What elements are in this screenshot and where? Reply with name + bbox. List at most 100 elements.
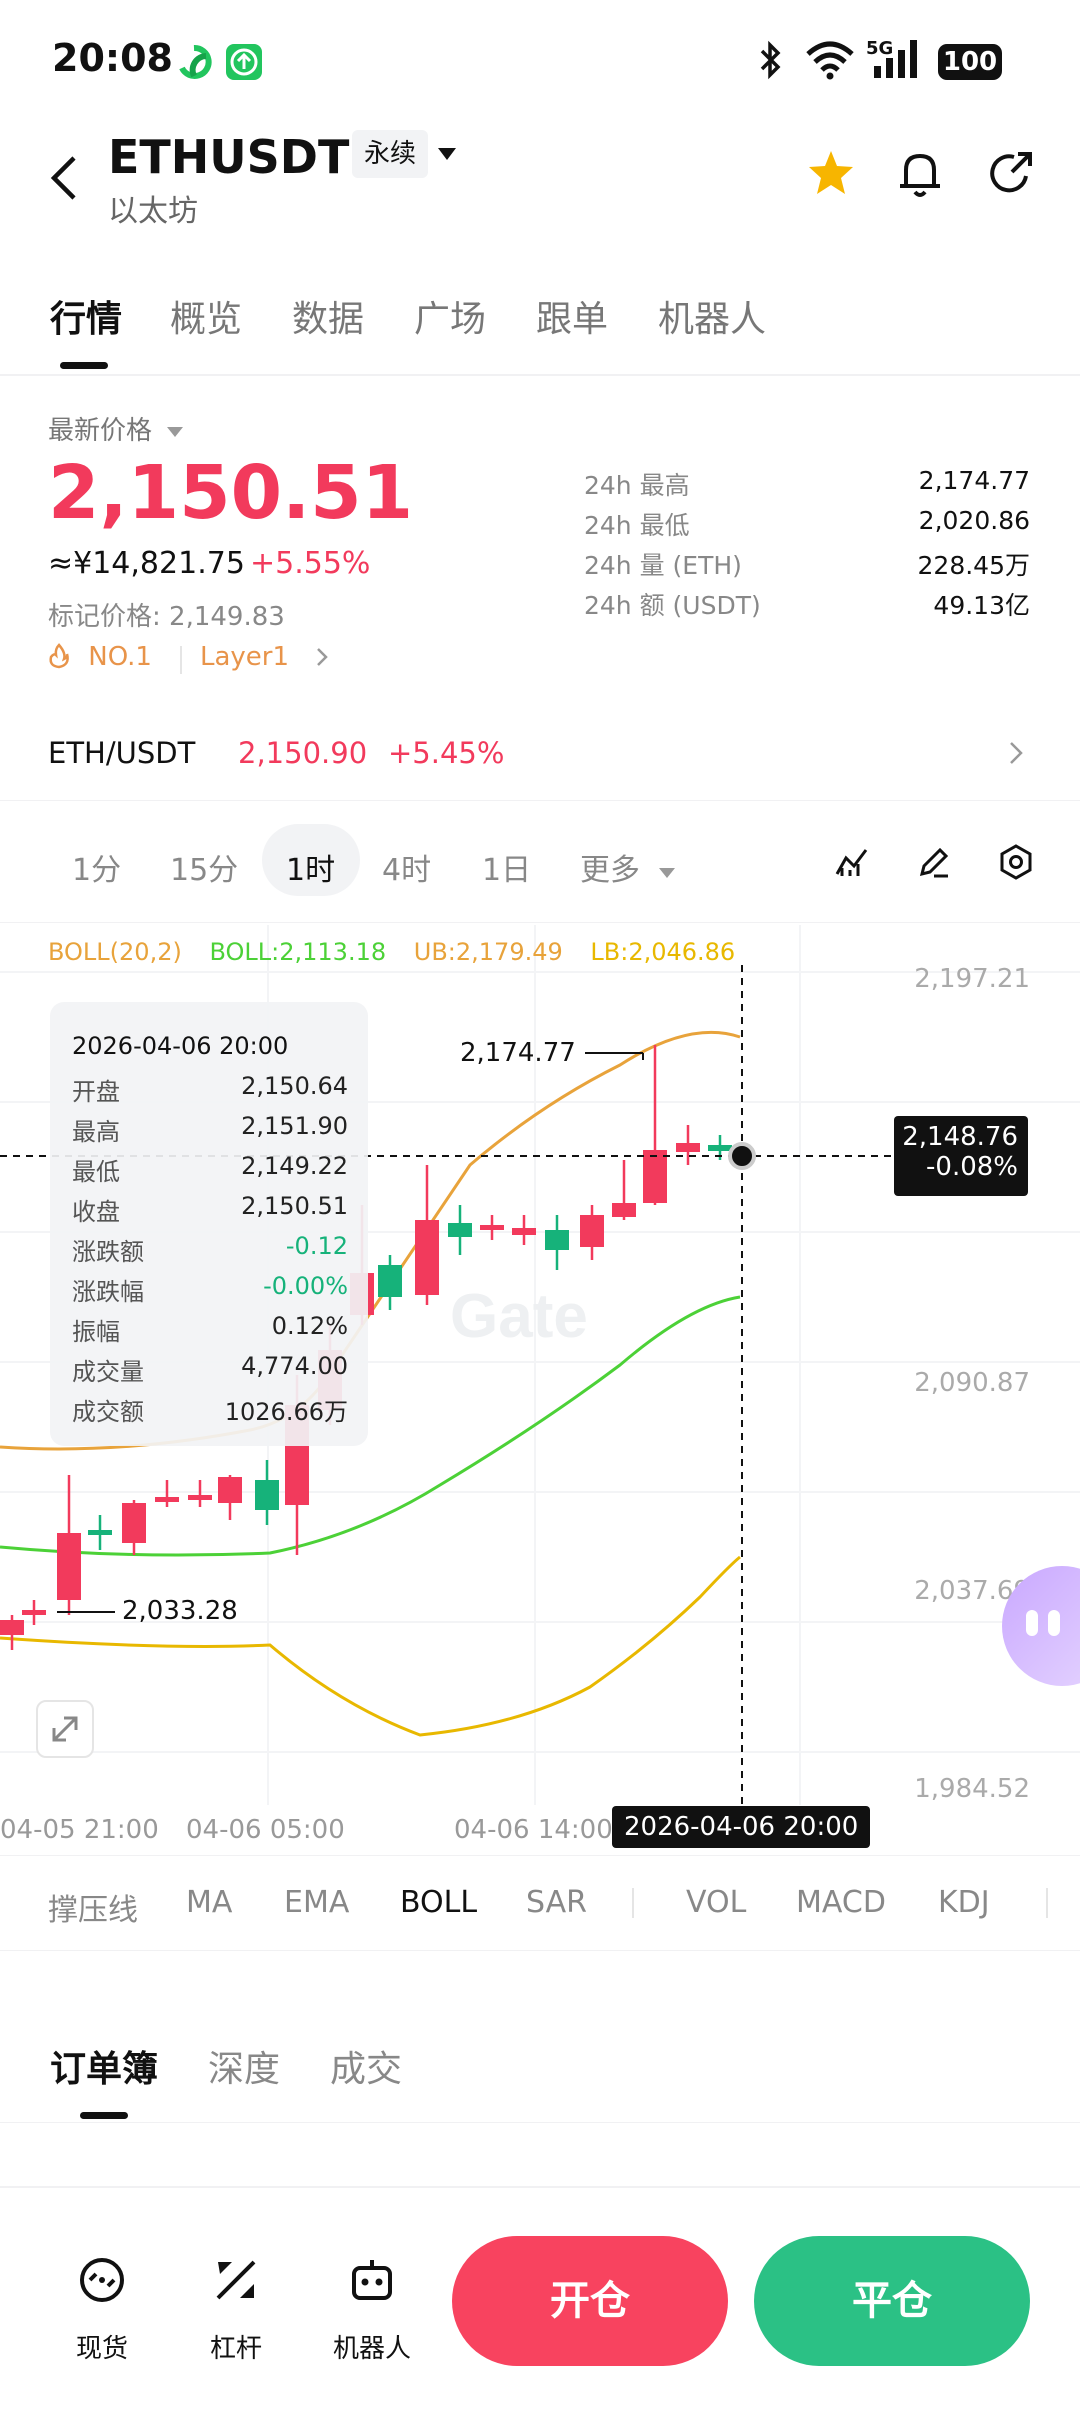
tooltip-key: 振幅 xyxy=(72,1318,120,1346)
interval-15m[interactable]: 15分 xyxy=(170,853,239,888)
x-tick: 04-06 14:00 xyxy=(454,1815,613,1845)
indicator-support-resistance[interactable]: 撑压线 xyxy=(48,1893,138,1928)
ohlc-tooltip: 2026-04-06 20:00 开盘 2,150.64 最高 2,151.90 最低 2… xyxy=(50,1002,368,1446)
status-time: 20:08 xyxy=(52,36,173,80)
indicator-boll[interactable]: BOLL xyxy=(400,1885,478,1920)
candle-body xyxy=(580,1215,604,1247)
tooltip-key: 最高 xyxy=(72,1118,120,1146)
latest-price-label[interactable]: 最新价格 xyxy=(48,410,184,447)
indicator-vol[interactable]: VOL xyxy=(686,1885,747,1920)
tab-copy-trade[interactable]: 跟单 xyxy=(536,299,609,340)
candle-body xyxy=(218,1477,242,1503)
share-icon[interactable] xyxy=(986,148,1036,202)
candle-body xyxy=(88,1530,112,1535)
close-position-button[interactable]: 平仓 xyxy=(754,2236,1030,2366)
indicator-ma[interactable]: MA xyxy=(186,1885,233,1920)
active-interval-highlight xyxy=(262,824,360,896)
indicator-sar[interactable]: SAR xyxy=(526,1885,587,1920)
interval-1m[interactable]: 1分 xyxy=(72,853,122,888)
latest-price-dropdown-icon[interactable] xyxy=(166,425,184,439)
tab-depth[interactable]: 深度 xyxy=(208,2049,281,2090)
notification-bell-icon[interactable] xyxy=(896,148,944,204)
chevron-right-icon xyxy=(1010,742,1023,764)
candle-body xyxy=(643,1150,667,1203)
symbol-dropdown-icon[interactable] xyxy=(436,146,458,166)
indicator-chart-icon[interactable] xyxy=(834,844,870,880)
interval-1h[interactable]: 1时 xyxy=(286,853,336,888)
tab-orderbook[interactable]: 订单簿 xyxy=(50,2049,159,2090)
bottom-action-bar: 现货 杠杆 机器人 开仓 平仓 xyxy=(0,2186,1080,2412)
tooltip-key: 最低 xyxy=(72,1158,120,1186)
boll-mid: BOLL:2,113.18 xyxy=(209,938,387,966)
candle-body xyxy=(378,1265,402,1297)
divider xyxy=(0,1950,1080,1951)
candle-body xyxy=(676,1143,700,1152)
symbol-subtitle: 以太坊 xyxy=(108,194,198,229)
tooltip-value: 1026.66万 xyxy=(224,1398,348,1426)
bluetooth-icon xyxy=(756,40,786,84)
draw-pen-icon[interactable] xyxy=(916,844,952,880)
stat-volume-value: 228.45万 xyxy=(917,551,1030,580)
nav-bots[interactable]: 机器人 xyxy=(332,2334,411,2364)
expand-chart-icon[interactable] xyxy=(36,1700,94,1758)
spot-price-row[interactable]: ETH/USDT 2,150.90 +5.45% xyxy=(0,720,1080,800)
high-marker: 2,174.77 xyxy=(460,1038,576,1068)
battery-icon: 100 xyxy=(938,44,1002,80)
cursor-change: -0.08% xyxy=(926,1152,1018,1182)
nav-spot[interactable]: 现货 xyxy=(75,2334,128,2364)
indicator-kdj[interactable]: KDJ xyxy=(938,1885,990,1920)
leverage-icon[interactable] xyxy=(210,2254,262,2306)
boll-params: BOLL(20,2) xyxy=(48,938,182,966)
chevron-down-icon xyxy=(658,868,675,878)
y-tick: 2,090.87 xyxy=(914,1368,1030,1398)
sync-app-icon xyxy=(176,44,212,80)
tooltip-key: 收盘 xyxy=(72,1198,120,1226)
spot-icon[interactable] xyxy=(76,2254,128,2306)
interval-1d[interactable]: 1日 xyxy=(482,853,532,888)
tooltip-key: 涨跌幅 xyxy=(72,1278,144,1306)
header: ETHUSDT 永续 以太坊 xyxy=(0,120,1080,270)
tab-overview[interactable]: 概览 xyxy=(170,299,243,340)
tab-data[interactable]: 数据 xyxy=(292,299,365,340)
tab-trades[interactable]: 成交 xyxy=(330,2049,403,2090)
stat-turnover-label: 24h 额 (USDT) xyxy=(584,591,761,620)
sector-tag[interactable]: Layer1 xyxy=(200,642,329,672)
divider xyxy=(0,1855,1080,1856)
favorite-star-icon[interactable] xyxy=(806,148,856,202)
kline-chart[interactable]: Gate xyxy=(0,925,1080,1835)
rank-tag[interactable]: NO.1 xyxy=(48,642,152,672)
upload-app-icon xyxy=(226,44,262,80)
bot-icon[interactable] xyxy=(346,2254,398,2306)
price-change-pct: +5.55% xyxy=(250,546,371,581)
indicator-separator xyxy=(1046,1888,1048,1918)
candle-body xyxy=(512,1228,536,1235)
chart-watermark: Gate xyxy=(450,1282,588,1351)
chart-settings-icon[interactable] xyxy=(997,843,1035,881)
spot-pair: ETH/USDT xyxy=(48,736,196,770)
indicator-macd[interactable]: MACD xyxy=(796,1885,886,1920)
tab-square[interactable]: 广场 xyxy=(414,299,487,340)
tooltip-key: 成交额 xyxy=(72,1398,144,1426)
open-position-button[interactable]: 开仓 xyxy=(452,2236,728,2366)
tab-market[interactable]: 行情 xyxy=(50,299,123,340)
boll-lower-line xyxy=(0,1555,741,1737)
candle-body xyxy=(480,1225,504,1230)
tag-separator xyxy=(180,646,182,674)
stat-high-value: 2,174.77 xyxy=(918,466,1030,495)
back-arrow-icon[interactable] xyxy=(46,150,82,210)
interval-4h[interactable]: 4时 xyxy=(382,853,432,888)
indicator-ema[interactable]: EMA xyxy=(284,1885,350,1920)
assistant-eye xyxy=(1048,1610,1060,1636)
divider xyxy=(0,2122,1080,2123)
tooltip-key: 涨跌额 xyxy=(72,1238,144,1266)
tooltip-key: 成交量 xyxy=(72,1358,144,1386)
stat-low-value: 2,020.86 xyxy=(918,506,1030,535)
boll-lb: LB:2,046.86 xyxy=(590,938,736,966)
nav-leverage[interactable]: 杠杆 xyxy=(209,2334,262,2364)
y-tick: 1,984.52 xyxy=(914,1774,1030,1804)
tab-bots[interactable]: 机器人 xyxy=(658,299,767,340)
interval-more[interactable]: 更多 xyxy=(580,845,676,889)
symbol-title[interactable]: ETHUSDT xyxy=(108,130,350,184)
tooltip-value: -0.00% xyxy=(263,1272,348,1300)
latest-price: 2,150.51 xyxy=(48,450,414,536)
